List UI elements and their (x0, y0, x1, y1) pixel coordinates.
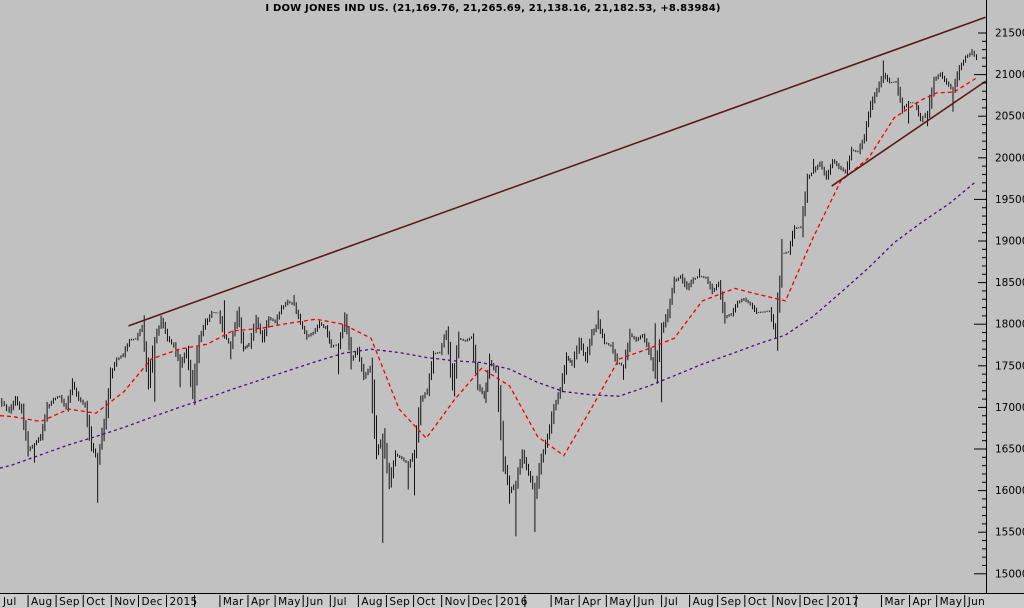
x-axis-label: Nov (114, 596, 135, 608)
y-axis-label: 16000 (995, 485, 1024, 497)
x-axis-label: Jul (2, 596, 17, 608)
y-axis-label: 18000 (995, 319, 1024, 331)
x-axis-label: 2017 (831, 596, 859, 608)
x-axis-label: May (278, 596, 301, 608)
x-axis-label: Apr (251, 596, 270, 608)
x-axis-label: Jun (636, 596, 654, 608)
x-axis-label: Jul (332, 596, 347, 608)
x-axis-label: Sep (721, 596, 742, 608)
x-axis-label: Aug (361, 596, 382, 608)
x-axis-label: Jun (305, 596, 323, 608)
chart-title: I DOW JONES IND US. (21,169.76, 21,265.6… (265, 3, 721, 14)
y-axis-label: 21500 (995, 28, 1024, 40)
trendline-1 (128, 16, 986, 327)
x-axis-label: Jun (967, 596, 985, 608)
x-axis-label: Sep (389, 596, 410, 608)
x-axis-strip (0, 594, 1024, 608)
ma-slow-line (0, 180, 977, 469)
x-axis: Jul Aug Sep Oct Nov Dec 2015 Mar Apr May Jun Jul Aug… (2, 595, 985, 608)
x-axis-label: Nov (445, 596, 466, 608)
y-axis-label: 19500 (995, 194, 1024, 206)
y-axis-label: 20000 (995, 152, 1024, 164)
x-axis-label: 2016 (500, 596, 528, 608)
ma-fast-line (0, 77, 977, 457)
x-axis-label: Dec (803, 596, 824, 608)
x-axis-label: Aug (693, 596, 714, 608)
price-bars (1, 49, 977, 543)
x-axis-label: May (940, 596, 963, 608)
x-axis-label: Sep (59, 596, 80, 608)
x-axis-label: Oct (86, 596, 105, 608)
y-axis-label: 18500 (995, 277, 1024, 289)
x-axis-label: Jul (664, 596, 679, 608)
plot-area (0, 16, 986, 543)
y-axis-label: 19000 (995, 236, 1024, 248)
x-axis-label: Dec (141, 596, 162, 608)
y-axis-label: 16500 (995, 444, 1024, 456)
x-axis-label: Apr (913, 596, 932, 608)
y-axis-label: 17000 (995, 402, 1024, 414)
x-axis-label: Oct (748, 596, 767, 608)
y-axis-label: 15000 (995, 568, 1024, 580)
y-axis-label: 20500 (995, 111, 1024, 123)
y-axis: 15000 15500 16000 16500 17000 17500 18000 18500… (974, 28, 1024, 580)
x-axis-label: Apr (582, 596, 601, 608)
x-axis-label: Aug (31, 596, 52, 608)
x-axis-label: Oct (417, 596, 436, 608)
y-axis-label: 21000 (995, 69, 1024, 81)
x-axis-label: Dec (472, 596, 493, 608)
y-axis-label: 17500 (995, 360, 1024, 372)
x-axis-label: Mar (554, 596, 575, 608)
x-axis-label: May (609, 596, 632, 608)
y-axis-label: 15500 (995, 527, 1024, 539)
trendline-2 (831, 80, 986, 187)
x-axis-label: Mar (223, 596, 244, 608)
x-axis-label: 2015 (170, 596, 198, 608)
x-axis-label: Nov (776, 596, 797, 608)
x-axis-label: Mar (884, 596, 905, 608)
